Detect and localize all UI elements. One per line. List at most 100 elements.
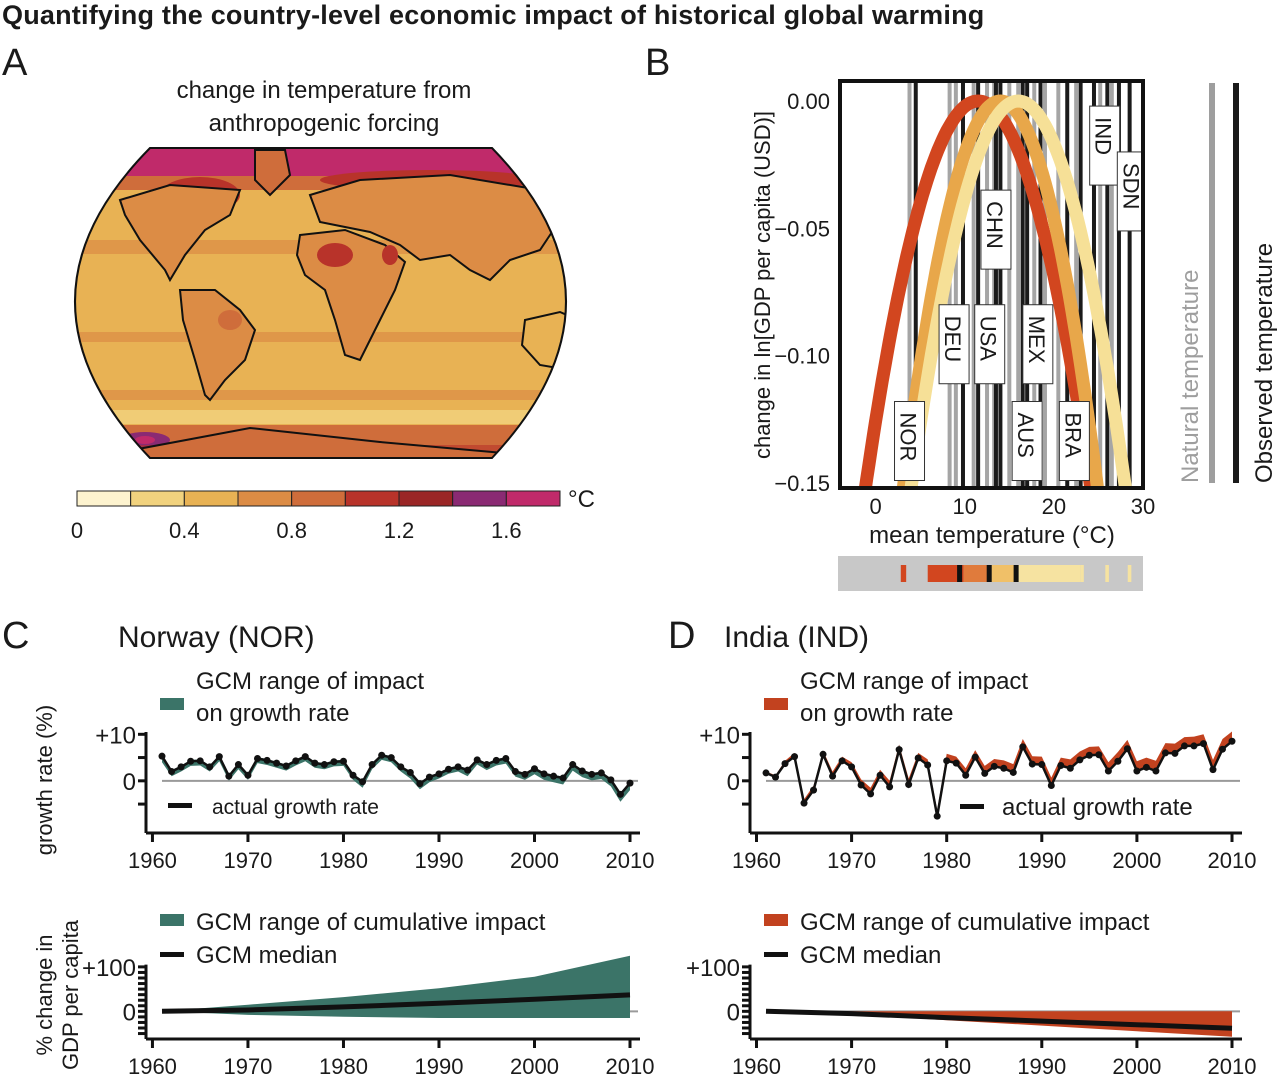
growth-data-point xyxy=(349,771,357,779)
south-america xyxy=(178,289,257,402)
growth-data-point xyxy=(1114,757,1122,765)
growth-data-point xyxy=(425,773,433,781)
country-label: NOR xyxy=(896,413,921,462)
growth-data-point xyxy=(263,756,271,764)
colorbar-tick-label: 0 xyxy=(71,518,83,543)
growth-data-point xyxy=(848,763,856,771)
gcm-median-line xyxy=(765,1008,1233,1031)
map-region xyxy=(183,192,207,208)
growth-data-point xyxy=(244,771,252,779)
growth-data-point xyxy=(521,770,529,778)
colorbar-tick-label: 1.6 xyxy=(491,518,522,543)
growth-data-point xyxy=(206,763,214,771)
growth-data-point xyxy=(597,769,605,777)
greenland xyxy=(254,149,292,197)
x-tick-label: 1980 xyxy=(319,1054,368,1079)
growth-data-point xyxy=(781,760,789,768)
growth-data-point xyxy=(1171,749,1179,757)
country-label-box xyxy=(894,401,926,482)
x-tick-label: 10 xyxy=(953,494,977,519)
response-curve xyxy=(904,94,1133,488)
growth-data-point xyxy=(1123,745,1131,753)
x-tick-label: 1960 xyxy=(128,1054,177,1079)
x-tick-label: 2010 xyxy=(1208,848,1257,873)
y-tick-label: −0.05 xyxy=(774,216,830,241)
distribution-segment xyxy=(990,565,1018,582)
growth-data-point xyxy=(616,790,624,798)
distribution-segment xyxy=(900,565,907,582)
growth-data-point xyxy=(867,790,875,798)
x-tick-label: 1970 xyxy=(827,848,876,873)
observed-temperature-legend-line xyxy=(1233,83,1239,483)
country-label: SDN xyxy=(1118,163,1143,209)
x-tick-label: 1990 xyxy=(1017,1054,1066,1079)
x-tick-label: 1980 xyxy=(922,848,971,873)
x-tick-label: 2000 xyxy=(510,1054,559,1079)
colorbar-tick-label: 1.2 xyxy=(384,518,415,543)
antarctica xyxy=(89,426,561,458)
gcm-range-band xyxy=(766,731,1232,818)
growth-data-point xyxy=(406,768,414,776)
x-tick-label: 2000 xyxy=(510,848,559,873)
response-curve xyxy=(896,94,1105,488)
growth-data-point xyxy=(1133,767,1141,775)
distribution-segment xyxy=(927,565,964,582)
natural-temperature-legend-line xyxy=(1209,83,1215,483)
growth-data-point xyxy=(588,770,596,778)
x-tick-label: 0 xyxy=(870,494,882,519)
actual-growth-line xyxy=(765,740,1233,817)
growth-data-point xyxy=(387,754,395,762)
legend-median-label: GCM median xyxy=(196,942,337,969)
map-title-line1: change in temperature from xyxy=(176,77,472,104)
growth-data-point xyxy=(895,746,903,754)
colorbar-unit: °C xyxy=(568,486,595,513)
country-label-box xyxy=(1089,105,1121,186)
y-axis-label-line2: GDP per capita xyxy=(58,919,83,1070)
x-tick-label: 1990 xyxy=(415,1054,464,1079)
y-tick-label: 0 xyxy=(123,999,136,1026)
growth-data-point xyxy=(971,753,979,761)
growth-data-point xyxy=(1199,740,1207,748)
map-band xyxy=(75,390,566,400)
map-band xyxy=(75,332,566,342)
growth-data-point xyxy=(397,763,405,771)
colorbar-bin xyxy=(183,490,239,507)
country-label-box xyxy=(974,304,1006,385)
legend-actual-swatch xyxy=(960,804,984,809)
legend-range-swatch xyxy=(160,914,184,926)
x-tick-label: 1970 xyxy=(223,1054,272,1079)
growth-data-point xyxy=(320,761,328,769)
growth-data-point xyxy=(177,763,185,771)
growth-data-point xyxy=(502,754,510,762)
growth-data-point xyxy=(857,781,865,789)
legend-median-swatch xyxy=(160,952,184,957)
map-region xyxy=(135,436,155,444)
y-tick-label: +10 xyxy=(95,722,136,749)
growth-data-point xyxy=(187,757,195,765)
distribution-segment xyxy=(1127,565,1132,582)
y-tick-label: 0 xyxy=(727,769,740,796)
country-label: CHN xyxy=(982,201,1007,249)
growth-data-point xyxy=(569,761,577,769)
temperature-distribution-strip xyxy=(838,556,1143,591)
colorbar-tick-label: 0.8 xyxy=(276,518,307,543)
x-tick-label: 30 xyxy=(1131,494,1155,519)
growth-data-point xyxy=(791,753,799,761)
growth-data-point xyxy=(540,770,548,778)
y-axis-label-line1: % change in xyxy=(32,934,57,1055)
country-label: BRA xyxy=(1060,413,1085,459)
map-region xyxy=(218,310,242,330)
x-tick-label: 20 xyxy=(1042,494,1066,519)
country-label: IND xyxy=(1091,117,1116,155)
y-tick-label: −0.10 xyxy=(774,344,830,369)
growth-data-point xyxy=(435,770,443,778)
panel-label-b: B xyxy=(645,42,671,84)
distribution-marker xyxy=(957,565,963,582)
growth-data-point xyxy=(330,758,338,766)
antarctic-band xyxy=(75,425,566,458)
colorbar-bin xyxy=(76,490,132,507)
x-tick-label: 1960 xyxy=(128,848,177,873)
growth-data-point xyxy=(1057,761,1065,769)
growth-data-point xyxy=(196,757,204,765)
